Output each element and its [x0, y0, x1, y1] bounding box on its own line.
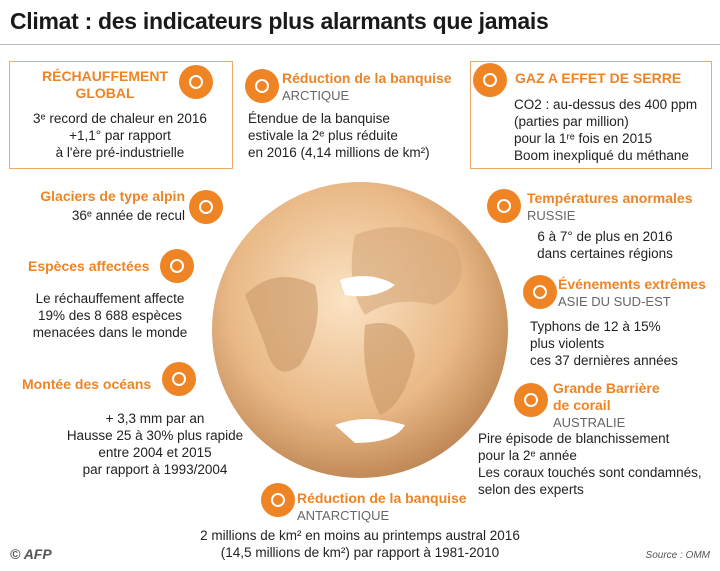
- panel-heading: Températures anormales RUSSIE: [527, 190, 717, 224]
- panel-line: (14,5 millions de km²) par rapport à 198…: [220, 545, 500, 560]
- panel-line: Pire épisode de blanchissement: [478, 431, 670, 446]
- panel-line: 19% des 8 688 espèces: [37, 308, 183, 323]
- panel-line: pour la 1ʳᵉ fois en 2015: [514, 131, 653, 146]
- panel-line: Hausse 25 à 30% plus rapide: [66, 428, 244, 443]
- panel-subtitle: AUSTRALIE: [553, 415, 626, 430]
- panel-line: Le réchauffement affecte: [35, 291, 185, 306]
- panel-body: CO2 : au-dessus des 400 ppm (parties par …: [514, 96, 714, 164]
- panel-line: +1,1° par rapport: [69, 128, 171, 143]
- panel-icon: [179, 65, 213, 99]
- panel-heading: RÉCHAUFFEMENT GLOBAL: [40, 68, 170, 102]
- panel-line: Boom inexpliqué du méthane: [514, 148, 689, 163]
- panel-title: Montée des océans: [22, 376, 152, 392]
- panel-icon: [261, 483, 295, 517]
- panel-body: + 3,3 mm par an Hausse 25 à 30% plus rapi…: [30, 410, 280, 478]
- panel-heading: Glaciers de type alpin: [10, 188, 185, 205]
- panel-title: Glaciers de type alpin: [40, 188, 185, 204]
- panel-body: 2 millions de km² en moins au printemps …: [160, 527, 560, 561]
- panel-line: entre 2004 et 2015: [98, 445, 212, 460]
- panel-icon: [523, 275, 557, 309]
- panel-heading: Espèces affectées: [28, 258, 168, 275]
- panel-heading: Événements extrêmes ASIE DU SUD-EST: [558, 276, 718, 310]
- panel-body: Étendue de la banquise estivale la 2ᵉ plu…: [248, 110, 468, 161]
- logo-text: AFP: [23, 546, 52, 562]
- panel-subtitle: ASIE DU SUD-EST: [558, 294, 671, 309]
- panel-icon: [245, 69, 279, 103]
- panel-line: Typhons de 12 à 15%: [530, 319, 661, 334]
- panel-line: en 2016 (4,14 millions de km²): [248, 145, 430, 160]
- panel-line: à l'ère pré-industrielle: [55, 145, 185, 160]
- panel-title: Grande Barrière de corail: [553, 380, 660, 413]
- panel-line: 36ᵉ année de recul: [71, 208, 185, 223]
- panel-title: Réduction de la banquise: [282, 70, 452, 86]
- panel-line: pour la 2ᵉ année: [478, 448, 577, 463]
- panel-body: 6 à 7° de plus en 2016 dans certaines rég…: [505, 228, 705, 262]
- panel-title: RÉCHAUFFEMENT GLOBAL: [42, 68, 168, 101]
- panel-line: 3ᵉ record de chaleur en 2016: [33, 111, 207, 126]
- panel-frame: [470, 61, 712, 169]
- panel-frame: [9, 61, 233, 169]
- panel-subtitle: ARCTIQUE: [282, 88, 350, 103]
- panel-icon: [189, 190, 223, 224]
- panel-icon: [160, 249, 194, 283]
- panel-line: par rapport à 1993/2004: [82, 462, 228, 477]
- panel-icon: [514, 383, 548, 417]
- panel-body: 36ᵉ année de recul: [10, 207, 185, 224]
- panel-line: Étendue de la banquise: [248, 111, 390, 126]
- panel-icon: [473, 63, 507, 97]
- panel-line: selon des experts: [478, 482, 584, 497]
- panel-title: GAZ A EFFET DE SERRE: [515, 70, 682, 86]
- panel-icon: [162, 362, 196, 396]
- panel-line: + 3,3 mm par an: [105, 411, 205, 426]
- panel-body: 3ᵉ record de chaleur en 2016 +1,1° par ra…: [20, 110, 220, 161]
- globe: [212, 182, 508, 478]
- source: Source : OMM: [645, 550, 710, 561]
- panel-line: 6 à 7° de plus en 2016: [537, 229, 673, 244]
- panel-line: menacées dans le monde: [32, 325, 188, 340]
- panel-title: Réduction de la banquise: [297, 490, 467, 506]
- panel-line: CO2 : au-dessus des 400 ppm: [514, 97, 698, 112]
- page-title: Climat : des indicateurs plus alarmants …: [10, 8, 549, 34]
- panel-heading: Montée des océans: [22, 376, 172, 393]
- panel-line: ces 37 dernières années: [530, 353, 678, 368]
- panel-body: Pire épisode de blanchissement pour la 2ᵉ…: [478, 430, 718, 498]
- panel-line: 2 millions de km² en moins au printemps …: [200, 528, 520, 543]
- panel-subtitle: RUSSIE: [527, 208, 576, 223]
- panel-heading: GAZ A EFFET DE SERRE: [515, 70, 705, 87]
- panel-title: Espèces affectées: [28, 258, 150, 274]
- panel-line: (parties par million): [514, 114, 629, 129]
- panel-line: plus violents: [530, 336, 605, 351]
- panel-icon: [487, 189, 521, 223]
- panel-heading: Réduction de la banquise ARCTIQUE: [282, 70, 472, 104]
- panel-title: Températures anormales: [527, 190, 693, 206]
- panel-line: estivale la 2ᵉ plus réduite: [248, 128, 398, 143]
- divider: [0, 44, 720, 45]
- panel-body: Le réchauffement affecte 19% des 8 688 es…: [15, 290, 205, 341]
- panel-line: dans certaines régions: [537, 246, 673, 261]
- panel-heading: Grande Barrière de corail AUSTRALIE: [553, 380, 678, 431]
- panel-subtitle: ANTARCTIQUE: [297, 508, 390, 523]
- panel-title: Événements extrêmes: [558, 276, 706, 292]
- panel-line: Les coraux touchés sont condamnés,: [478, 465, 702, 480]
- panel-body: Typhons de 12 à 15% plus violents ces 37 d…: [530, 318, 700, 369]
- logo: © AFP: [10, 546, 52, 562]
- panel-heading: Réduction de la banquise ANTARCTIQUE: [297, 490, 517, 524]
